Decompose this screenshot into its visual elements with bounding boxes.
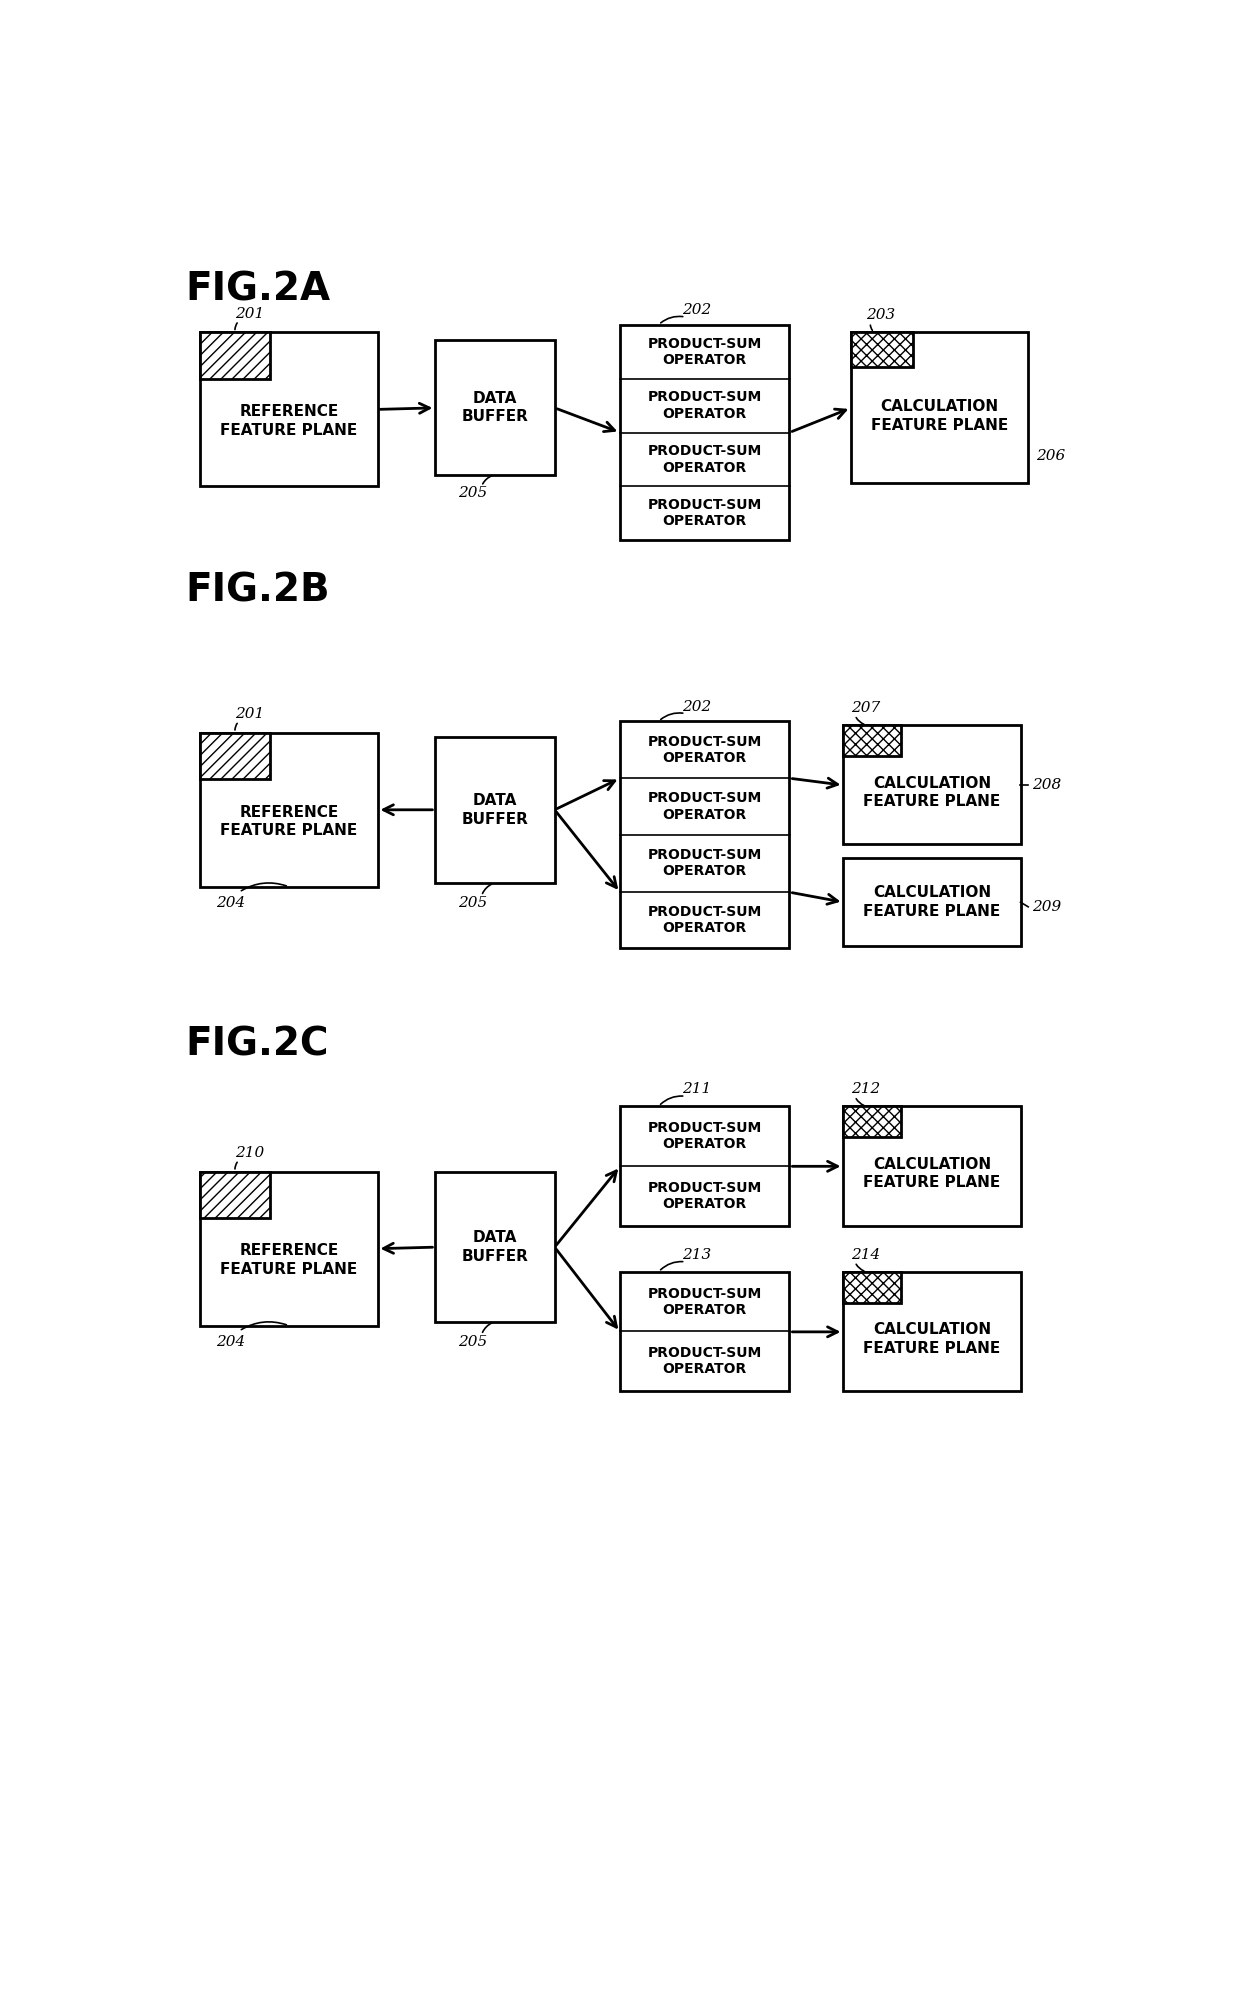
- Bar: [620, 722, 790, 948]
- Text: 205: 205: [459, 896, 487, 910]
- Text: REFERENCE
FEATURE PLANE: REFERENCE FEATURE PLANE: [221, 404, 357, 438]
- Text: 207: 207: [851, 702, 880, 716]
- Text: 214: 214: [851, 1248, 880, 1262]
- Bar: [843, 726, 901, 756]
- Bar: [843, 1106, 1021, 1226]
- Text: CALCULATION
FEATURE PLANE: CALCULATION FEATURE PLANE: [863, 1156, 1001, 1190]
- Text: 203: 203: [867, 308, 895, 322]
- Bar: [435, 340, 554, 474]
- Bar: [201, 1172, 270, 1218]
- Text: PRODUCT-SUM
OPERATOR: PRODUCT-SUM OPERATOR: [647, 734, 761, 764]
- Text: PRODUCT-SUM
OPERATOR: PRODUCT-SUM OPERATOR: [647, 390, 761, 420]
- Bar: [201, 332, 377, 486]
- Bar: [843, 858, 1021, 946]
- Bar: [851, 332, 913, 368]
- Text: 208: 208: [1032, 778, 1061, 792]
- Bar: [435, 1172, 554, 1322]
- Bar: [201, 332, 270, 378]
- Bar: [201, 1172, 377, 1326]
- Bar: [201, 732, 270, 778]
- Text: FIG.2C: FIG.2C: [185, 1026, 329, 1064]
- Text: 201: 201: [236, 708, 264, 722]
- Bar: [435, 736, 554, 882]
- Text: 202: 202: [682, 302, 711, 316]
- Text: PRODUCT-SUM
OPERATOR: PRODUCT-SUM OPERATOR: [647, 1346, 761, 1376]
- Text: CALCULATION
FEATURE PLANE: CALCULATION FEATURE PLANE: [870, 400, 1008, 432]
- Text: DATA
BUFFER: DATA BUFFER: [461, 390, 528, 424]
- Text: 206: 206: [1035, 448, 1065, 462]
- Text: PRODUCT-SUM
OPERATOR: PRODUCT-SUM OPERATOR: [647, 1180, 761, 1210]
- Bar: [843, 1272, 1021, 1392]
- Text: 202: 202: [682, 700, 711, 714]
- Text: PRODUCT-SUM
OPERATOR: PRODUCT-SUM OPERATOR: [647, 336, 761, 366]
- Text: DATA
BUFFER: DATA BUFFER: [461, 792, 528, 826]
- Text: 212: 212: [851, 1082, 880, 1096]
- Text: CALCULATION
FEATURE PLANE: CALCULATION FEATURE PLANE: [863, 776, 1001, 810]
- Bar: [843, 726, 1021, 844]
- Text: PRODUCT-SUM
OPERATOR: PRODUCT-SUM OPERATOR: [647, 498, 761, 528]
- Text: PRODUCT-SUM
OPERATOR: PRODUCT-SUM OPERATOR: [647, 904, 761, 936]
- Bar: [843, 1106, 901, 1138]
- Text: PRODUCT-SUM
OPERATOR: PRODUCT-SUM OPERATOR: [647, 848, 761, 878]
- Text: DATA
BUFFER: DATA BUFFER: [461, 1230, 528, 1264]
- Text: PRODUCT-SUM
OPERATOR: PRODUCT-SUM OPERATOR: [647, 1286, 761, 1316]
- Text: FIG.2B: FIG.2B: [185, 572, 330, 610]
- Bar: [620, 1272, 790, 1392]
- Text: 213: 213: [682, 1248, 711, 1262]
- Bar: [620, 324, 790, 540]
- Text: 204: 204: [216, 896, 246, 910]
- Bar: [851, 332, 1028, 482]
- Text: REFERENCE
FEATURE PLANE: REFERENCE FEATURE PLANE: [221, 1244, 357, 1278]
- Bar: [201, 732, 377, 886]
- Text: 211: 211: [682, 1082, 711, 1096]
- Text: PRODUCT-SUM
OPERATOR: PRODUCT-SUM OPERATOR: [647, 792, 761, 822]
- Text: PRODUCT-SUM
OPERATOR: PRODUCT-SUM OPERATOR: [647, 1120, 761, 1152]
- Text: 205: 205: [459, 486, 487, 500]
- Text: CALCULATION
FEATURE PLANE: CALCULATION FEATURE PLANE: [863, 886, 1001, 918]
- Text: 209: 209: [1032, 900, 1061, 914]
- Text: FIG.2A: FIG.2A: [185, 270, 330, 308]
- Text: REFERENCE
FEATURE PLANE: REFERENCE FEATURE PLANE: [221, 804, 357, 838]
- Text: 210: 210: [236, 1146, 264, 1160]
- Text: CALCULATION
FEATURE PLANE: CALCULATION FEATURE PLANE: [863, 1322, 1001, 1356]
- Text: PRODUCT-SUM
OPERATOR: PRODUCT-SUM OPERATOR: [647, 444, 761, 474]
- Bar: [843, 1272, 901, 1302]
- Text: 204: 204: [216, 1334, 246, 1348]
- Text: 201: 201: [236, 306, 264, 320]
- Text: 205: 205: [459, 1334, 487, 1348]
- Bar: [620, 1106, 790, 1226]
